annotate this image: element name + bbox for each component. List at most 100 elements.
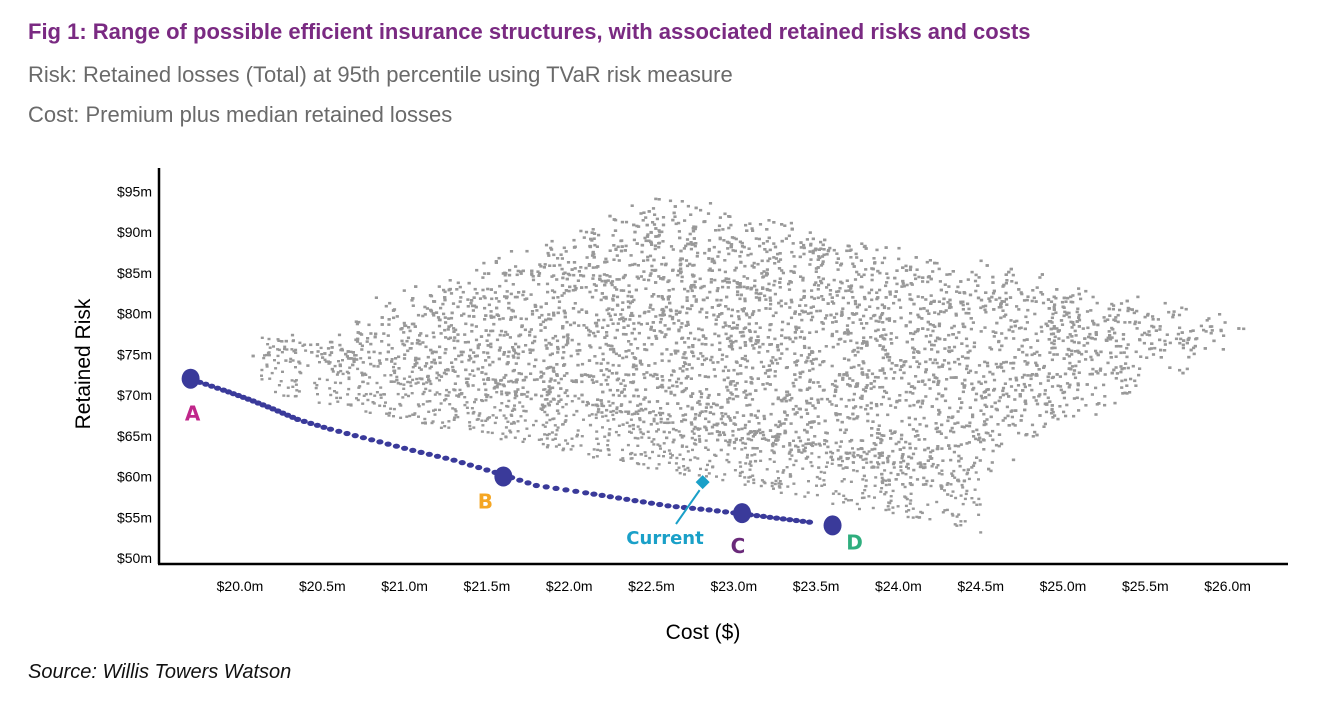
cloud-point bbox=[484, 372, 488, 376]
cloud-point bbox=[751, 446, 755, 450]
cloud-point bbox=[449, 324, 453, 327]
cloud-point bbox=[556, 257, 560, 260]
cloud-point bbox=[939, 310, 943, 313]
cloud-point bbox=[689, 395, 693, 398]
cloud-point bbox=[330, 346, 334, 349]
cloud-point bbox=[1046, 375, 1050, 379]
cloud-point bbox=[830, 364, 834, 368]
cloud-point bbox=[884, 391, 889, 394]
cloud-point bbox=[958, 362, 962, 366]
cloud-point bbox=[585, 256, 589, 259]
cloud-point bbox=[357, 320, 361, 324]
cloud-point bbox=[883, 348, 887, 352]
cloud-point bbox=[645, 235, 650, 238]
cloud-point bbox=[756, 335, 760, 338]
cloud-point bbox=[869, 317, 873, 320]
cloud-point bbox=[328, 402, 332, 406]
cloud-point bbox=[1021, 389, 1025, 392]
cloud-point bbox=[514, 379, 518, 382]
cloud-point bbox=[1000, 442, 1004, 446]
cloud-point bbox=[716, 422, 720, 425]
cloud-point bbox=[785, 390, 789, 394]
cloud-point bbox=[1156, 318, 1160, 321]
cloud-point bbox=[564, 439, 568, 442]
cloud-point bbox=[472, 426, 476, 429]
cloud-point bbox=[529, 328, 533, 331]
cloud-point bbox=[871, 506, 875, 510]
scatter-cloud bbox=[251, 197, 1246, 534]
cloud-point bbox=[514, 351, 518, 355]
cloud-point bbox=[655, 373, 659, 377]
cloud-point bbox=[768, 383, 772, 386]
cloud-point bbox=[1060, 323, 1065, 326]
cloud-point bbox=[611, 297, 615, 301]
cloud-point bbox=[752, 261, 756, 265]
cloud-point bbox=[783, 336, 787, 340]
cloud-point bbox=[566, 333, 570, 336]
cloud-point bbox=[541, 320, 545, 324]
cloud-point bbox=[591, 381, 595, 384]
cloud-point bbox=[552, 314, 556, 317]
cloud-point bbox=[395, 378, 399, 382]
cloud-point bbox=[745, 404, 749, 407]
cloud-point bbox=[1020, 414, 1024, 418]
cloud-point bbox=[425, 381, 429, 384]
cloud-point bbox=[347, 387, 351, 391]
cloud-point bbox=[612, 258, 616, 261]
cloud-point bbox=[524, 409, 528, 413]
cloud-point bbox=[677, 269, 681, 273]
cloud-point bbox=[789, 448, 793, 452]
cloud-point bbox=[888, 290, 892, 294]
cloud-point bbox=[1056, 330, 1060, 333]
cloud-point bbox=[794, 444, 798, 448]
cloud-point bbox=[831, 321, 835, 324]
cloud-point bbox=[839, 262, 844, 266]
cloud-point bbox=[799, 298, 803, 301]
cloud-point bbox=[597, 318, 601, 322]
cloud-point bbox=[946, 301, 950, 304]
cloud-point bbox=[548, 353, 552, 357]
cloud-point bbox=[632, 298, 636, 302]
cloud-point bbox=[832, 248, 836, 252]
cloud-point bbox=[838, 445, 842, 448]
cloud-point bbox=[1057, 337, 1061, 340]
cloud-point bbox=[624, 220, 629, 224]
cloud-point bbox=[546, 444, 550, 447]
cloud-point bbox=[867, 495, 871, 498]
cloud-point bbox=[1145, 356, 1149, 359]
cloud-point bbox=[885, 456, 890, 460]
cloud-point bbox=[915, 478, 920, 481]
cloud-point bbox=[815, 484, 818, 487]
cloud-point bbox=[862, 295, 867, 299]
cloud-point bbox=[864, 308, 868, 311]
cloud-point bbox=[412, 413, 416, 416]
cloud-point bbox=[877, 424, 881, 427]
cloud-point bbox=[660, 230, 664, 234]
cloud-point bbox=[662, 455, 665, 458]
cloud-point bbox=[1207, 317, 1211, 320]
cloud-point bbox=[410, 342, 414, 345]
cloud-point bbox=[935, 261, 939, 265]
cloud-point bbox=[617, 259, 621, 262]
cloud-point bbox=[704, 337, 708, 340]
cloud-point bbox=[870, 448, 874, 451]
cloud-point bbox=[545, 367, 549, 370]
cloud-point bbox=[553, 437, 557, 440]
cloud-point bbox=[481, 424, 485, 427]
cloud-point bbox=[542, 380, 546, 383]
cloud-point bbox=[823, 419, 827, 423]
cloud-point bbox=[930, 343, 934, 347]
cloud-point bbox=[451, 365, 455, 369]
cloud-point bbox=[647, 364, 651, 367]
cloud-point bbox=[767, 282, 771, 286]
cloud-point bbox=[821, 298, 825, 301]
cloud-point bbox=[771, 435, 775, 438]
cloud-point bbox=[727, 281, 731, 284]
cloud-point bbox=[707, 393, 711, 397]
cloud-point bbox=[408, 381, 412, 384]
cloud-point bbox=[820, 295, 824, 298]
cloud-point bbox=[474, 338, 479, 342]
cloud-point bbox=[657, 463, 661, 466]
cloud-point bbox=[957, 444, 961, 448]
cloud-point bbox=[736, 310, 740, 313]
